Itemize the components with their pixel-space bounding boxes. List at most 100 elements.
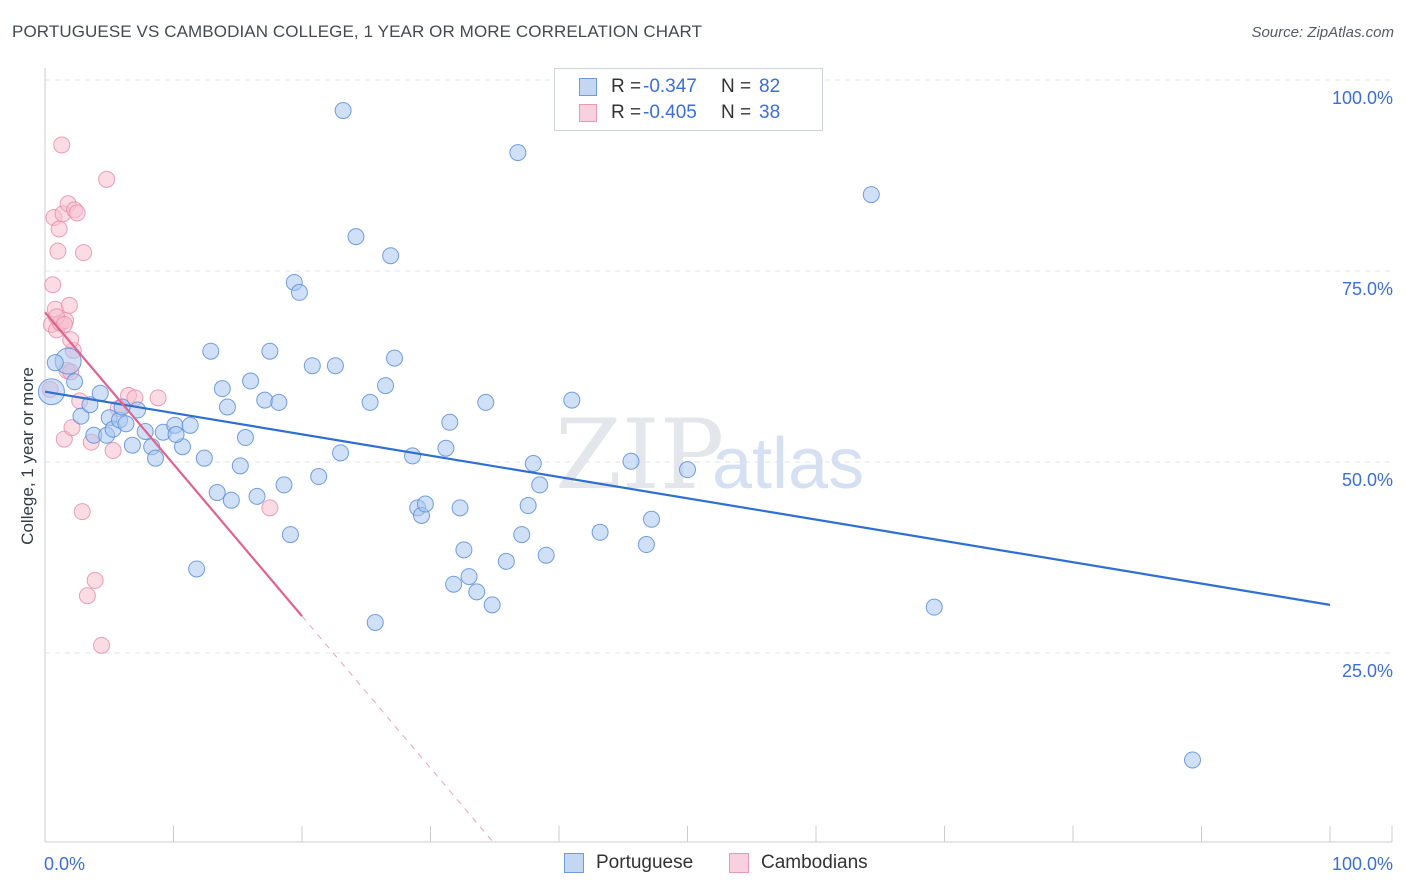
portuguese-point bbox=[248, 487, 266, 505]
portuguese-point bbox=[236, 429, 254, 447]
portuguese-point bbox=[213, 380, 231, 398]
portuguese-point bbox=[679, 461, 696, 479]
portuguese-point bbox=[326, 357, 344, 375]
watermark-zip: ZIP bbox=[555, 399, 724, 511]
portuguese-point bbox=[361, 393, 379, 411]
portuguese-points bbox=[37, 102, 1202, 769]
watermark: ZIP atlas bbox=[555, 399, 864, 511]
portuguese-point bbox=[290, 283, 308, 301]
cambodians-trend-line bbox=[44, 311, 303, 617]
portuguese-point bbox=[366, 613, 384, 631]
portuguese-point bbox=[637, 536, 655, 554]
portuguese-point bbox=[925, 598, 943, 616]
cambodians-point bbox=[73, 503, 91, 521]
portuguese-point bbox=[1184, 751, 1202, 769]
portuguese-point bbox=[275, 476, 293, 494]
portuguese-point bbox=[117, 415, 135, 433]
portuguese-point bbox=[231, 457, 249, 475]
portuguese-point bbox=[188, 560, 206, 578]
legend-row-cambodians: R = -0.405 N = 38 bbox=[579, 101, 780, 125]
portuguese-point bbox=[509, 144, 527, 162]
portuguese-point bbox=[445, 575, 463, 593]
n-value: 82 bbox=[759, 76, 781, 97]
portuguese-point bbox=[622, 452, 640, 470]
portuguese-point bbox=[167, 425, 185, 443]
cambodians-point bbox=[149, 389, 167, 407]
cambodians-point bbox=[261, 499, 279, 517]
portuguese-point bbox=[386, 349, 404, 367]
portuguese-point bbox=[72, 407, 90, 425]
cambodians-point bbox=[98, 170, 116, 188]
portuguese-point bbox=[404, 447, 422, 465]
trend-lines bbox=[44, 311, 1331, 845]
portuguese-point bbox=[261, 342, 279, 360]
portuguese-point bbox=[332, 444, 350, 462]
n-label: N = bbox=[721, 76, 752, 97]
portuguese-point bbox=[591, 523, 609, 541]
portuguese-point bbox=[66, 373, 84, 391]
cambodians-point bbox=[60, 296, 78, 314]
portuguese-point bbox=[477, 393, 495, 411]
chart-title: PORTUGUESE VS CAMBODIAN COLLEGE, 1 YEAR … bbox=[12, 22, 703, 41]
portuguese-point bbox=[862, 186, 880, 204]
portuguese-point bbox=[524, 455, 542, 473]
portuguese-point bbox=[382, 247, 400, 265]
cambodians-swatch bbox=[579, 104, 597, 122]
portuguese-point bbox=[46, 354, 64, 372]
cambodians-point bbox=[44, 276, 62, 294]
portuguese-point bbox=[222, 491, 240, 509]
n-label: N = bbox=[721, 102, 752, 123]
r-value: -0.405 bbox=[643, 102, 697, 123]
watermark-atlas: atlas bbox=[712, 424, 864, 504]
portuguese-point bbox=[537, 546, 555, 564]
portuguese-point bbox=[303, 357, 321, 375]
portuguese-point bbox=[181, 416, 199, 434]
legend-item-portuguese[interactable]: Portuguese bbox=[564, 852, 693, 874]
legend-label: Cambodians bbox=[761, 852, 868, 873]
r-value: -0.347 bbox=[643, 76, 697, 97]
portuguese-point bbox=[377, 377, 395, 395]
portuguese-point bbox=[218, 398, 236, 416]
portuguese-point bbox=[451, 499, 469, 517]
cambodians-point bbox=[49, 242, 67, 260]
cambodians-point bbox=[78, 587, 96, 605]
portuguese-point bbox=[513, 526, 531, 544]
portuguese-point bbox=[147, 449, 165, 467]
portuguese-point bbox=[195, 449, 213, 467]
portuguese-point bbox=[531, 476, 549, 494]
cambodians-point bbox=[62, 331, 80, 349]
portuguese-point bbox=[242, 372, 260, 390]
portuguese-point bbox=[256, 391, 274, 409]
portuguese-point bbox=[208, 484, 226, 502]
portuguese-point bbox=[202, 342, 220, 360]
cambodians-point bbox=[86, 571, 104, 589]
portuguese-point bbox=[310, 468, 328, 486]
legend-item-cambodians[interactable]: Cambodians bbox=[729, 852, 868, 874]
x-tick-label: 0.0% bbox=[44, 854, 85, 874]
cambodians-point bbox=[50, 220, 68, 238]
r-label: R = bbox=[611, 102, 642, 123]
legend-label: Portuguese bbox=[596, 852, 694, 873]
portuguese-point bbox=[441, 413, 459, 431]
cambodians-point bbox=[104, 442, 122, 460]
cambodians-point bbox=[53, 136, 71, 154]
tick-labels: 25.0% 50.0% 75.0% 100.0% 0.0% 100.0% bbox=[44, 88, 1393, 874]
x-tick-label: 100.0% bbox=[1332, 854, 1393, 874]
axes bbox=[44, 68, 1393, 843]
gridlines bbox=[45, 79, 1392, 654]
cambodians-point bbox=[63, 419, 81, 437]
portuguese-trend-line bbox=[44, 390, 1331, 606]
portuguese-point bbox=[281, 526, 299, 544]
portuguese-point bbox=[113, 398, 131, 416]
legend-row-portuguese: R = -0.347 N = 82 bbox=[579, 75, 780, 99]
r-label: R = bbox=[611, 76, 642, 97]
portuguese-point bbox=[416, 495, 434, 513]
portuguese-point bbox=[497, 552, 515, 570]
portuguese-point bbox=[437, 439, 455, 457]
y-tick-label: 100.0% bbox=[1332, 88, 1393, 108]
cambodians-point bbox=[68, 204, 86, 222]
portuguese-point bbox=[643, 510, 661, 528]
portuguese-point bbox=[347, 228, 365, 246]
series-legend: Portuguese Cambodians bbox=[0, 852, 1406, 878]
